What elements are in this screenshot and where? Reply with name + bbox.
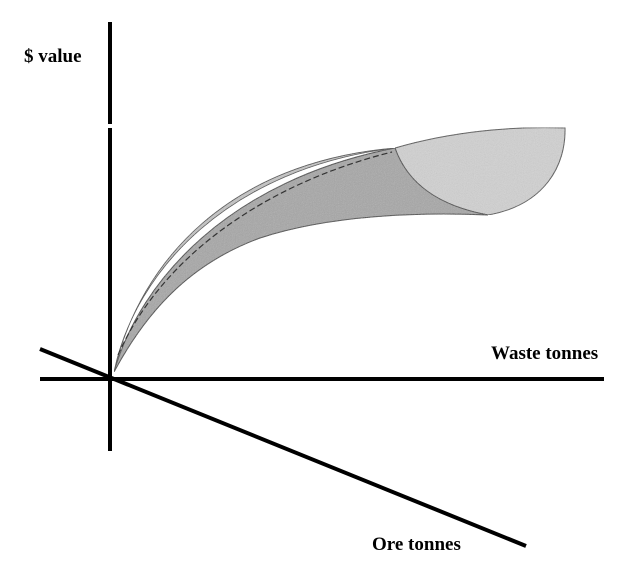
value-axis-label: $ value — [24, 46, 82, 67]
axis-gap — [106, 124, 114, 128]
surface-top-sliver — [113, 147, 396, 373]
surface-fold-line — [117, 151, 393, 356]
waste-axis-label: Waste tonnes — [491, 343, 599, 364]
surface-band — [113, 147, 489, 373]
ore-axis-label: Ore tonnes — [372, 534, 461, 555]
ore-axis — [39, 347, 527, 548]
